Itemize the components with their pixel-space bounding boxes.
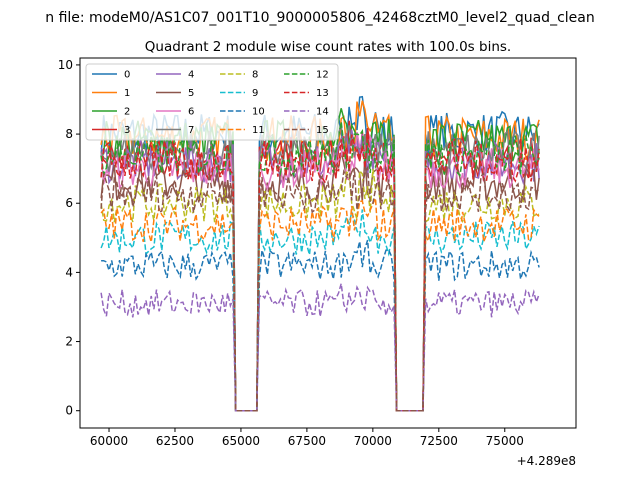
- legend-label-7: 7: [188, 125, 194, 136]
- x-tick-label: 65000: [222, 434, 260, 448]
- legend-label-11: 11: [252, 125, 265, 136]
- x-tick-label: 72500: [420, 434, 458, 448]
- x-tick-label: 75000: [486, 434, 524, 448]
- y-tick-label: 0: [65, 404, 73, 418]
- series-15-line: [100, 165, 540, 412]
- legend-label-15: 15: [316, 125, 329, 136]
- series-8-line: [100, 168, 540, 412]
- series-11-line: [100, 197, 540, 412]
- legend-box: [85, 63, 339, 141]
- legend-label-1: 1: [124, 88, 130, 99]
- legend-label-10: 10: [252, 107, 265, 118]
- legend-label-4: 4: [188, 70, 194, 81]
- x-tick-label: 67500: [288, 434, 326, 448]
- legend-label-3: 3: [124, 125, 130, 136]
- chart-title: Quadrant 2 module wise count rates with …: [145, 39, 511, 55]
- y-tick-label: 10: [58, 58, 73, 72]
- legend-label-2: 2: [124, 107, 130, 118]
- legend-label-0: 0: [124, 70, 130, 81]
- x-offset-text: +4.289e8: [517, 454, 576, 468]
- legend-label-13: 13: [316, 88, 329, 99]
- y-tick-label: 4: [65, 265, 73, 279]
- x-axis: 60000 62500 65000 67500 70000 72500 75000: [90, 428, 524, 448]
- series-5-line: [100, 152, 540, 412]
- series-6-line: [100, 131, 540, 412]
- series-14-line: [100, 283, 540, 412]
- legend-label-5: 5: [188, 88, 194, 99]
- series-12-line: [100, 121, 540, 412]
- axes-frame: [79, 57, 577, 429]
- legend-label-9: 9: [252, 88, 258, 99]
- series-layer: [100, 95, 540, 412]
- series-10-line: [101, 239, 540, 412]
- plot-area: 60000 62500 65000 67500 70000 72500 75000 0 2 4 6…: [58, 57, 577, 468]
- y-tick-label: 8: [65, 127, 73, 141]
- series-13-line: [100, 134, 540, 412]
- y-axis: 0 2 4 6 8 10: [58, 58, 80, 418]
- legend-label-6: 6: [188, 107, 194, 118]
- x-tick-label: 60000: [90, 434, 128, 448]
- y-tick-label: 2: [65, 335, 73, 349]
- legend-label-8: 8: [252, 70, 258, 81]
- legend-label-12: 12: [316, 70, 329, 81]
- x-tick-label: 62500: [156, 434, 194, 448]
- x-tick-label: 70000: [354, 434, 392, 448]
- legend-label-14: 14: [316, 107, 329, 118]
- suptitle: n file: modeM0/AS1C07_001T10_9000005806_…: [45, 10, 594, 26]
- series-2-line: [100, 108, 540, 412]
- y-tick-label: 6: [65, 196, 73, 210]
